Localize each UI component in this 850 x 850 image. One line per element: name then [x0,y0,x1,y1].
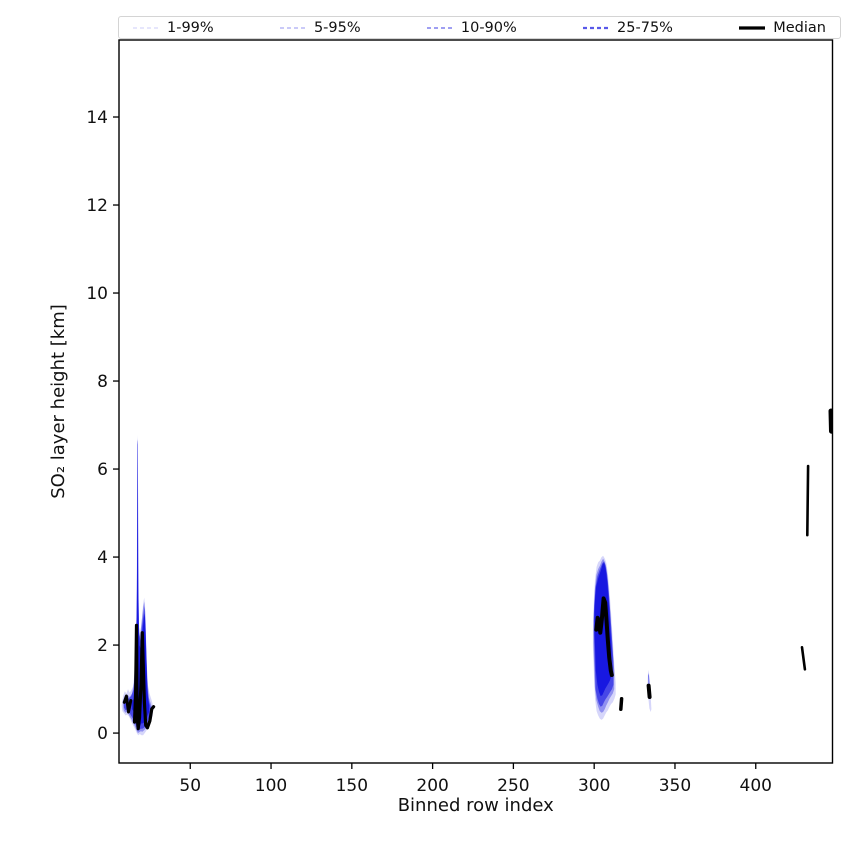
legend-label: 1-99% [167,19,214,36]
y-tick-label: 0 [97,724,108,744]
median-line-segment-429 [800,645,807,671]
x-tick-label: 200 [416,776,448,796]
legend-item-Median: Median [739,20,826,36]
y-tick-label: 8 [97,372,108,392]
median-line-segment-432 [805,464,810,537]
x-tick-label: 300 [578,776,610,796]
legend-line-sample [279,26,306,29]
y-tick-label: 10 [86,284,108,304]
x-axis-label: Binned row index [398,795,554,816]
legend-label: 10-90% [460,19,517,36]
legend-label: 5-95% [313,19,361,36]
legend-line-sample [426,26,453,29]
x-tick-label: 150 [336,776,368,796]
median-line-left-small-mark [122,694,133,714]
y-tick-label: 14 [86,108,108,128]
legend-item-5-95%: 5-95% [279,19,361,36]
y-tick-label: 2 [97,636,108,656]
x-tick-label: 100 [255,776,287,796]
y-axis-label: SO₂ layer height [km] [48,304,69,499]
x-tick-label: 350 [659,776,691,796]
plot-area [121,408,833,736]
x-tick-label: 250 [497,776,529,796]
legend-line-sample [583,26,610,29]
legend-item-25-75%: 25-75% [583,20,673,36]
median-line-edge-wedge-447 [828,408,833,434]
legend-item-1-99%: 1-99% [133,20,214,36]
x-tick-label: 50 [179,776,201,796]
legend-line-sample [133,26,159,29]
median-line-left-main [132,623,156,731]
percentile-band-25-75% [594,562,612,697]
median-line-middle-main [594,596,614,677]
axes-spines [118,39,834,764]
legend: 1-99% 5-95% 10-90% 25-75% Median [118,16,841,39]
y-tick-label: 12 [86,196,108,216]
legend-label: 25-75% [617,19,673,36]
median-line-sliver-334 [646,683,652,699]
legend-item-10-90%: 10-90% [426,19,517,36]
legend-line-sample [739,25,766,30]
y-tick-label: 4 [97,548,108,568]
legend-label: Median [773,19,826,36]
x-tick-label: 400 [740,776,772,796]
median-line-dash-316 [619,697,624,712]
y-tick-label: 6 [97,460,108,480]
